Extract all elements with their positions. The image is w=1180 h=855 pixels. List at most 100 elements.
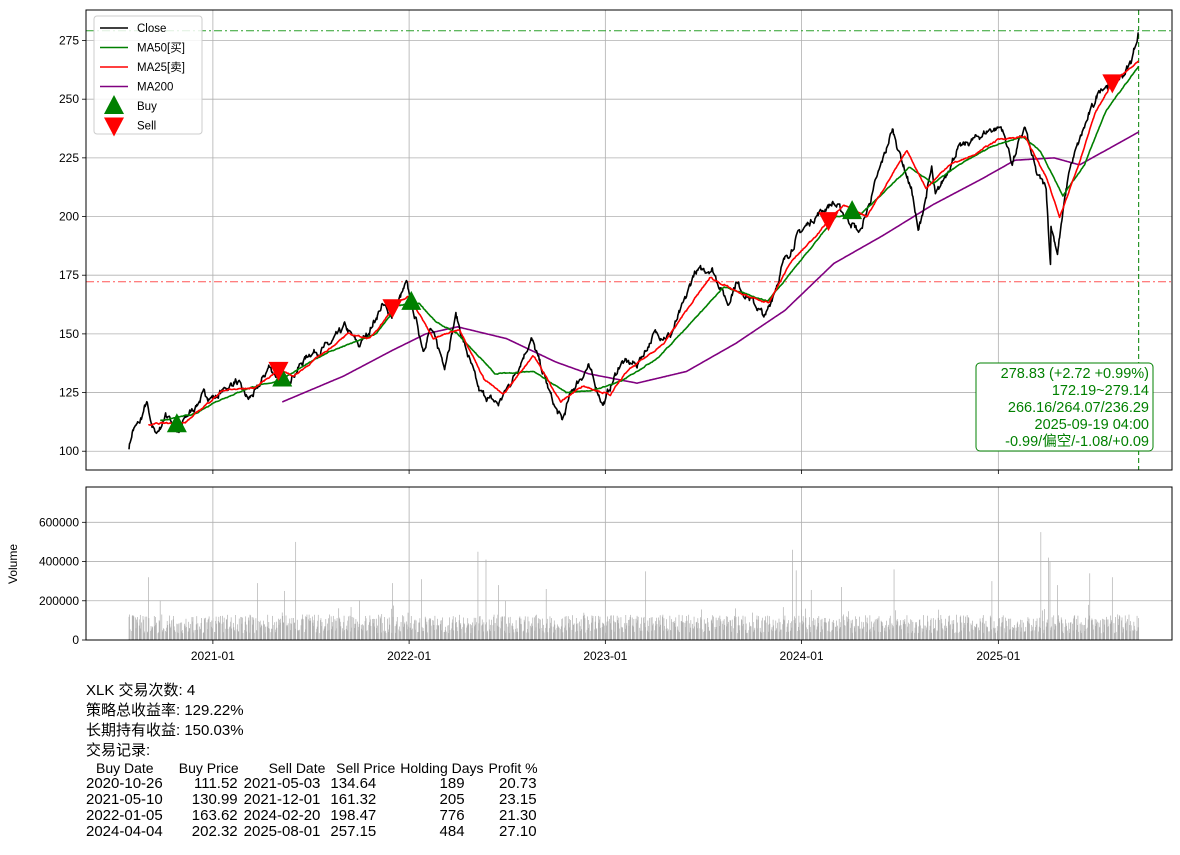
volume-bar [1114, 632, 1116, 640]
volume-bar [625, 625, 627, 640]
volume-bar [1078, 631, 1079, 640]
volume-bar [208, 618, 209, 640]
volume-bar [662, 614, 664, 640]
volume-bar [553, 632, 555, 640]
volume-bar [756, 615, 758, 640]
volume-bar [801, 620, 803, 640]
volume-bar [899, 626, 900, 640]
volume-bar [1014, 625, 1015, 640]
volume-bar [192, 617, 194, 640]
volume-bar [1096, 621, 1098, 640]
volume-bar [760, 632, 762, 640]
volume-bar [184, 625, 186, 640]
volume-bar [1068, 622, 1070, 640]
volume-bar [854, 616, 856, 640]
volume-bar [1039, 627, 1041, 640]
volume-bar [373, 626, 375, 640]
volume-bar [546, 623, 548, 640]
volume-bar [622, 627, 623, 640]
volume-bar [624, 623, 626, 640]
volume-bar [674, 626, 676, 640]
volume-bar [406, 624, 408, 640]
volume-bar [895, 610, 897, 640]
volume-bar [535, 627, 537, 640]
volume-bar [404, 622, 406, 640]
volume-bar [851, 623, 852, 640]
volume-bar [524, 621, 526, 640]
volume-bar [369, 615, 371, 640]
volume-bar [744, 616, 746, 640]
volume-bar [711, 619, 713, 640]
volume-bar [433, 625, 435, 640]
volume-bar [925, 625, 927, 640]
volume-bar [773, 625, 774, 640]
volume-bar [366, 631, 367, 640]
volume-bar [392, 616, 394, 640]
volume-bar [743, 623, 744, 640]
volume-bar [538, 618, 540, 640]
volume-bar [475, 622, 477, 640]
volume-bar [1125, 630, 1127, 640]
volume-bar [586, 629, 588, 640]
volume-bar [697, 618, 699, 640]
volume-bar [663, 630, 664, 640]
volume-bar [979, 630, 980, 640]
volume-bar [999, 618, 1000, 640]
volume-bar [910, 619, 912, 640]
volume-bar [202, 632, 204, 640]
trade-cell: 2024-04-04 [86, 823, 163, 840]
volume-bar [286, 626, 288, 640]
volume-bar [775, 620, 777, 640]
volume-bar [1060, 617, 1062, 640]
volume-bar [282, 615, 284, 640]
volume-bar [820, 632, 821, 640]
volume-bar [524, 616, 526, 640]
volume-bar [182, 633, 184, 640]
volume-bar [238, 631, 240, 640]
volume-bar [437, 618, 438, 640]
volume-bar [725, 616, 727, 640]
volume-bar [665, 628, 667, 640]
volume-bar [1098, 622, 1100, 640]
volume-bar [919, 619, 921, 640]
volume-bar [1077, 624, 1078, 640]
volume-bar [944, 630, 946, 640]
trade-row: 2024-04-04 202.32 2025-08-01 257.15 484 27.10 [86, 824, 543, 840]
volume-bar [1079, 623, 1081, 640]
volume-bar [728, 621, 729, 640]
volume-bar [934, 628, 936, 640]
volume-bar [1065, 623, 1067, 640]
volume-bar [686, 620, 688, 640]
volume-bar [695, 622, 697, 640]
volume-bar [609, 619, 610, 640]
volume-bar [421, 626, 423, 640]
volume-bar [564, 616, 566, 640]
volume-bar [359, 600, 361, 640]
volume-bar [739, 625, 741, 640]
volume-bar [591, 622, 592, 640]
volume-bar [210, 622, 212, 640]
volume-bar [987, 626, 988, 640]
volume-bar [272, 625, 274, 640]
volume-bar [234, 631, 236, 640]
volume-bar [734, 617, 736, 640]
volume-bar [963, 615, 964, 640]
volume-bar [560, 626, 562, 640]
volume-bar [424, 616, 426, 640]
volume-bar [1121, 617, 1123, 640]
volume-bar [761, 617, 763, 640]
volume-bar [354, 623, 356, 640]
volume-bar [1085, 617, 1086, 640]
volume-bar [180, 631, 182, 640]
volume-bar [635, 618, 637, 640]
volume-bar [439, 624, 441, 640]
volume-bar [523, 619, 525, 640]
volume-bar [843, 620, 845, 640]
volume-bar [603, 625, 605, 640]
volume-bar [464, 632, 466, 640]
sell-marker [818, 212, 839, 232]
volume-bar [399, 631, 401, 640]
volume-bar [556, 627, 558, 640]
volume-bar [257, 583, 258, 640]
volume-bar [291, 624, 292, 640]
